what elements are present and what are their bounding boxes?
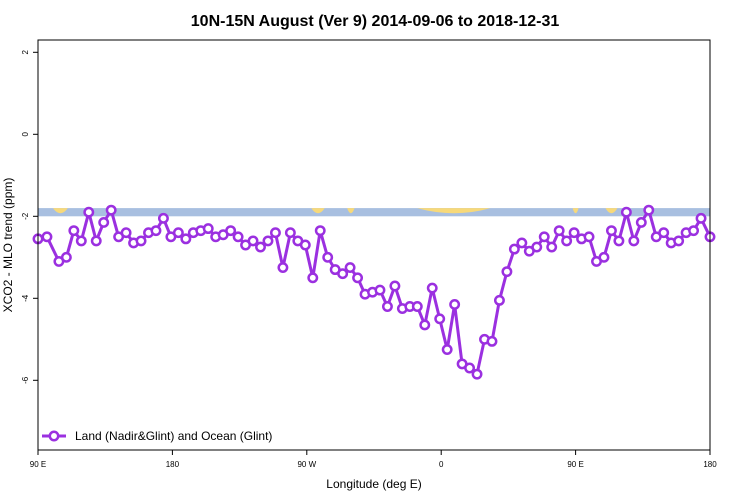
plot-frame	[37, 39, 711, 451]
land-segment-4	[572, 208, 579, 214]
series-group	[32, 204, 716, 380]
y-tick-label-4: 2	[21, 50, 30, 55]
chart-title: 10N-15N August (Ver 9) 2014-09-06 to 201…	[191, 13, 560, 30]
data-point-47	[389, 280, 401, 292]
data-point-8	[98, 217, 110, 228]
data-point-64	[516, 237, 528, 249]
data-point-29	[255, 241, 266, 253]
x-tick-label-0: 90 E	[30, 460, 46, 469]
data-point-26	[232, 231, 244, 243]
legend-marker	[48, 430, 60, 442]
data-point-71	[568, 227, 580, 239]
data-point-19	[180, 233, 192, 245]
x-tick-label-4: 90 E	[567, 460, 583, 469]
data-point-22	[202, 223, 214, 235]
data-point-63	[508, 243, 520, 255]
data-point-15	[150, 225, 162, 237]
data-point-87	[688, 225, 700, 237]
data-point-68	[546, 241, 558, 253]
data-point-32	[277, 262, 289, 273]
data-point-85	[673, 235, 685, 247]
data-point-79	[628, 235, 640, 247]
data-point-7	[90, 235, 102, 247]
legend: Land (Nadir&Glint) and Ocean (Glint)	[42, 429, 272, 443]
x-tick-label-2: 90 W	[297, 460, 316, 469]
x-tick-label-1: 180	[166, 460, 180, 469]
data-point-11	[120, 227, 132, 239]
data-point-60	[486, 335, 498, 347]
data-point-50	[411, 301, 423, 312]
land-segment-3	[417, 208, 491, 214]
data-point-25	[225, 225, 237, 237]
data-point-61	[493, 294, 505, 306]
ocean-band	[38, 208, 710, 217]
data-point-69	[553, 225, 565, 237]
land-segment-0	[52, 208, 68, 214]
y-tick-label-2: -2	[21, 212, 30, 220]
data-point-40	[337, 268, 349, 280]
data-point-75	[598, 251, 610, 263]
data-point-18	[172, 227, 184, 239]
data-point-53	[434, 313, 446, 325]
data-point-35	[299, 239, 311, 251]
x-axis-label: Longitude (deg E)	[326, 477, 421, 491]
data-point-73	[583, 231, 595, 243]
data-point-45	[374, 284, 386, 296]
data-point-52	[426, 282, 438, 294]
data-point-4	[68, 225, 80, 237]
land-ocean-band	[38, 208, 710, 217]
data-point-28	[247, 235, 259, 247]
data-point-58	[471, 368, 483, 380]
data-point-30	[262, 235, 274, 247]
data-point-36	[307, 272, 319, 284]
data-point-80	[635, 217, 647, 228]
data-point-51	[419, 319, 431, 331]
data-point-3	[60, 251, 72, 263]
data-point-88	[695, 212, 707, 224]
data-point-76	[605, 225, 617, 237]
data-point-54	[441, 344, 453, 355]
land-segment-5	[605, 208, 618, 214]
data-point-13	[135, 235, 147, 247]
data-point-16	[157, 212, 169, 224]
x-tick-label-5: 180	[703, 460, 717, 469]
data-point-78	[620, 206, 632, 218]
data-point-9	[105, 204, 117, 216]
y-tick-label-1: -4	[21, 294, 30, 302]
y-tick-label-0: -6	[21, 376, 30, 384]
data-point-57	[464, 362, 476, 374]
data-point-1	[41, 231, 53, 243]
data-point-6	[83, 206, 95, 218]
data-point-55	[449, 299, 461, 310]
data-point-81	[643, 204, 655, 216]
land-segment-1	[311, 208, 325, 214]
y-tick-label-3: 0	[21, 132, 30, 137]
legend-label: Land (Nadir&Glint) and Ocean (Glint)	[75, 429, 272, 443]
data-point-66	[531, 241, 543, 253]
data-point-37	[314, 225, 326, 237]
data-point-83	[658, 227, 670, 239]
data-point-33	[284, 227, 296, 239]
data-point-41	[344, 262, 356, 273]
data-point-38	[322, 251, 334, 263]
data-point-42	[352, 272, 364, 284]
data-point-67	[538, 231, 550, 243]
data-point-70	[561, 235, 573, 247]
y-axis-label: XCO2 - MLO trend (ppm)	[1, 178, 15, 313]
data-point-46	[381, 301, 393, 312]
land-segment-2	[347, 208, 355, 214]
data-point-77	[613, 235, 625, 247]
data-point-62	[501, 266, 513, 278]
x-tick-label-3: 0	[439, 460, 444, 469]
data-point-5	[75, 235, 87, 247]
data-point-31	[269, 227, 281, 239]
